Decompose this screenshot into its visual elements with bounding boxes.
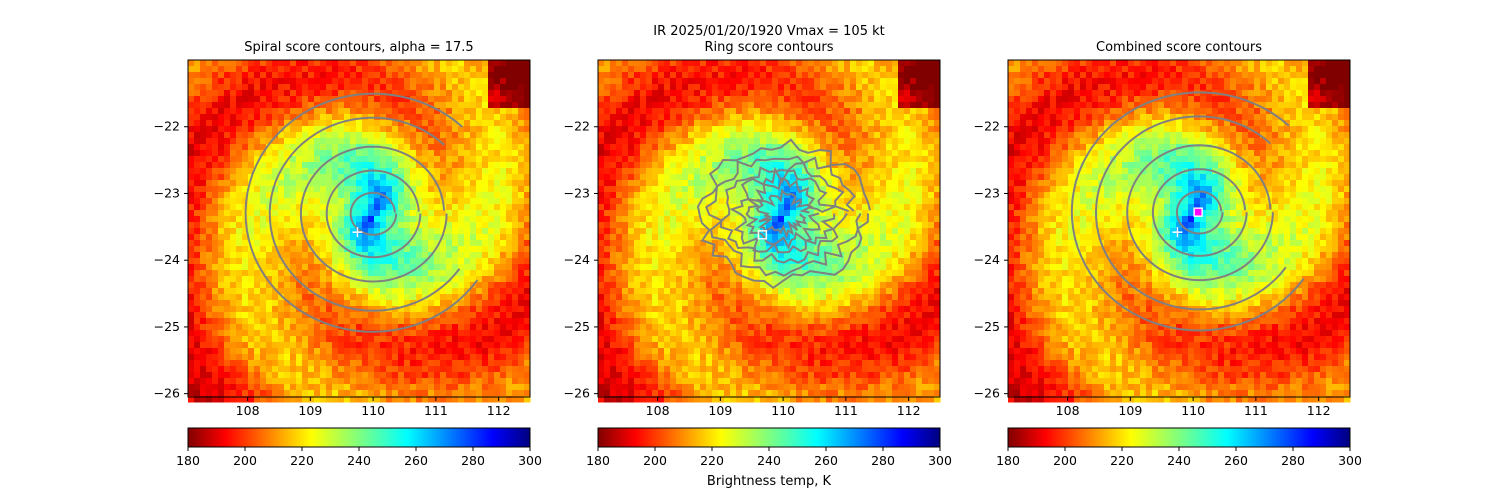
y-tick-label: −22	[974, 119, 1000, 134]
x-tick-label: 112	[897, 403, 921, 418]
y-tick-label: −23	[564, 185, 590, 200]
colorbar: 180 200 220 240 260 280 300	[586, 427, 952, 468]
x-tick-label: 111	[1244, 403, 1268, 418]
colorbar: 180 200 220 240 260 280 300	[176, 427, 542, 468]
y-tick-label: −25	[564, 319, 590, 334]
x-tick-label: 110	[361, 403, 385, 418]
colorbar-tick-label: 220	[700, 453, 724, 468]
colorbar: 180 200 220 240 260 280 300	[996, 427, 1362, 468]
colorbar-tick-label: 260	[404, 453, 428, 468]
x-tick-label: 110	[771, 403, 795, 418]
colorbar-tick-label: 220	[290, 453, 314, 468]
brightness-temp-image	[598, 60, 941, 403]
x-tick-label: 111	[424, 403, 448, 418]
panel-combined: Combined score contours 108 109 110 111 112 −…	[974, 40, 1362, 468]
colorbar-tick-label: 240	[757, 453, 781, 468]
colorbar-tick-label: 280	[461, 453, 485, 468]
panel-ring: Ring score contours 108 109 110 111 112 −22 −2…	[564, 40, 952, 468]
y-tick-label: −24	[564, 252, 590, 267]
colorbar-tick-label: 200	[233, 453, 257, 468]
colorbar-tick-label: 280	[1281, 453, 1305, 468]
x-tick-label: 109	[708, 403, 732, 418]
center-square-marker	[1193, 207, 1203, 217]
x-tick-label: 109	[1118, 403, 1142, 418]
x-tick-label: 111	[834, 403, 858, 418]
colorbar-tick-label: 180	[996, 453, 1020, 468]
colorbar-tick-label: 200	[643, 453, 667, 468]
panel-title: Ring score contours	[704, 40, 833, 55]
axes-frame	[597, 59, 941, 398]
x-tick-label: 109	[298, 403, 322, 418]
score-contours	[1070, 91, 1305, 332]
colorbar-tick-label: 180	[586, 453, 610, 468]
y-tick-label: −25	[154, 319, 180, 334]
colorbar-tick-label: 300	[928, 453, 952, 468]
x-tick-label: 112	[487, 403, 511, 418]
colorbar-tick-label: 240	[1167, 453, 1191, 468]
y-tick-label: −22	[154, 119, 180, 134]
panel-title: Spiral score contours, alpha = 17.5	[244, 40, 473, 55]
colorbar-label: Brightness temp, K	[707, 474, 832, 489]
x-tick-label: 108	[646, 403, 670, 418]
x-tick-label: 110	[1181, 403, 1205, 418]
panel-spiral: Spiral score contours, alpha = 17.5 108 1…	[154, 40, 542, 468]
panel-title: Combined score contours	[1096, 40, 1262, 55]
colorbar-tick-label: 300	[1338, 453, 1362, 468]
x-tick-label: 108	[236, 403, 260, 418]
center-plus-marker	[352, 227, 363, 238]
brightness-temp-image	[188, 60, 531, 403]
suptitle-line1: IR 2025/01/20/1920 Vmax = 105 kt	[653, 24, 884, 39]
center-plus-marker	[1172, 227, 1183, 238]
y-tick-label: −26	[564, 386, 590, 401]
x-tick-label: 108	[1056, 403, 1080, 418]
score-contours	[244, 92, 479, 333]
colorbar-tick-label: 220	[1110, 453, 1134, 468]
y-tick-label: −26	[154, 386, 180, 401]
colorbar-tick-label: 280	[871, 453, 895, 468]
y-tick-label: −22	[564, 119, 590, 134]
x-tick-label: 112	[1307, 403, 1331, 418]
y-tick-label: −23	[154, 185, 180, 200]
y-tick-label: −24	[154, 252, 180, 267]
axes-frame	[187, 59, 531, 398]
colorbar-tick-label: 200	[1053, 453, 1077, 468]
y-tick-label: −23	[974, 185, 1000, 200]
colorbar-tick-label: 180	[176, 453, 200, 468]
colorbar-tick-label: 300	[518, 453, 542, 468]
brightness-temp-image	[1008, 60, 1351, 403]
colorbar-tick-label: 260	[814, 453, 838, 468]
score-contours	[696, 138, 871, 290]
axes-frame	[1007, 59, 1351, 398]
center-square-marker	[757, 230, 768, 240]
colorbar-tick-label: 260	[1224, 453, 1248, 468]
y-tick-label: −25	[974, 319, 1000, 334]
colorbar-tick-label: 240	[347, 453, 371, 468]
y-tick-label: −24	[974, 252, 1000, 267]
y-tick-label: −26	[974, 386, 1000, 401]
